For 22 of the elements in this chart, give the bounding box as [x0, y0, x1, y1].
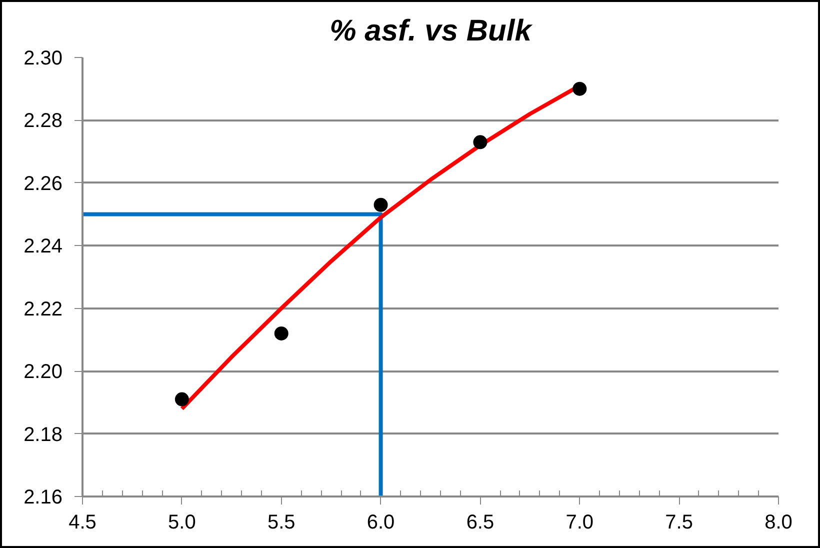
chart-title: % asf. vs Bulk — [330, 14, 533, 48]
point — [473, 135, 488, 150]
y-tick-label: 2.22 — [24, 298, 63, 320]
y-tick-label: 2.20 — [24, 361, 63, 384]
y-tick-label: 2.18 — [24, 424, 63, 446]
point — [374, 198, 388, 212]
point — [572, 82, 587, 96]
x-tick-label: 6.0 — [366, 512, 395, 534]
x-tick-label: 7.5 — [665, 512, 693, 534]
point — [174, 392, 189, 406]
y-tick-label: 2.30 — [24, 48, 63, 70]
x-tick-label: 5.0 — [168, 512, 196, 534]
x-tick-label: 7.0 — [566, 512, 594, 534]
x-tick-label: 5.5 — [267, 512, 296, 534]
y-tick-label: 2.26 — [24, 172, 63, 195]
point — [274, 326, 288, 340]
x-tick-label: 8.0 — [764, 512, 792, 534]
y-tick-label: 2.24 — [24, 236, 63, 258]
x-tick-label: 6.5 — [466, 512, 494, 534]
x-tick-label: 4.5 — [68, 512, 96, 534]
y-tick-label: 2.16 — [24, 486, 63, 508]
y-tick-label: 2.28 — [24, 110, 63, 132]
